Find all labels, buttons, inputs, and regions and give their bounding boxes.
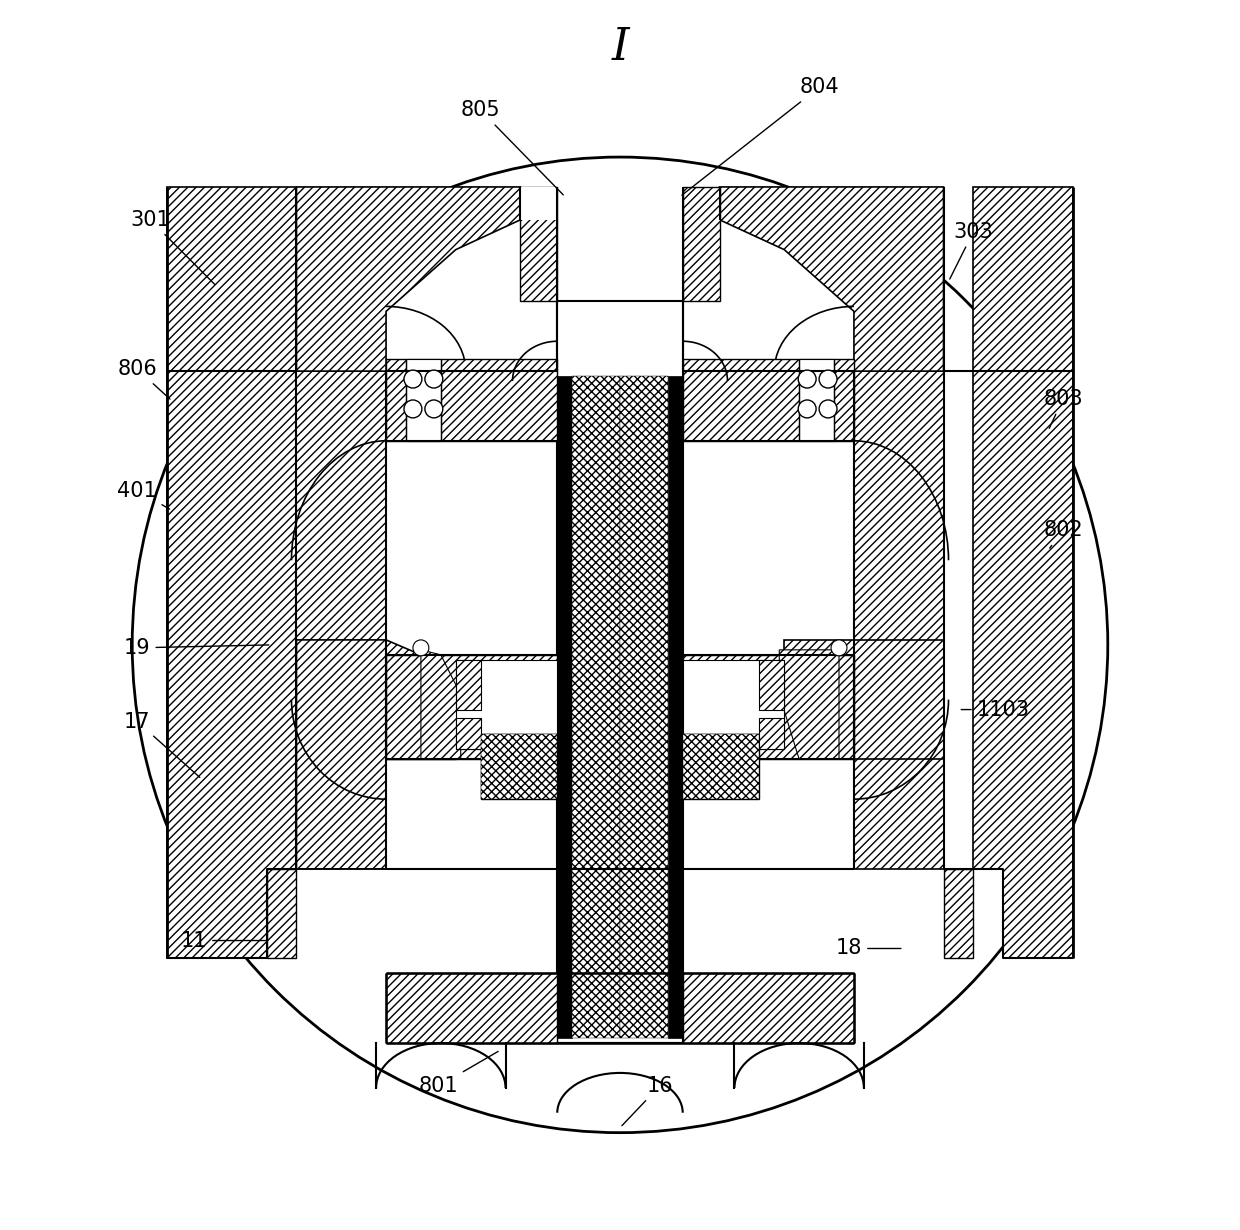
Text: 17: 17 [124,711,200,777]
Polygon shape [800,359,835,440]
Polygon shape [683,734,759,800]
Polygon shape [296,640,456,868]
Polygon shape [386,359,557,440]
Text: 1103: 1103 [961,700,1029,720]
Polygon shape [267,868,296,958]
Polygon shape [521,187,557,301]
Circle shape [820,370,837,387]
Polygon shape [620,376,668,1038]
Text: 804: 804 [682,77,839,196]
Text: 806: 806 [118,359,170,399]
Circle shape [831,640,847,656]
Polygon shape [386,654,557,759]
Circle shape [133,157,1107,1133]
Polygon shape [683,187,719,301]
Text: 401: 401 [118,481,170,509]
Polygon shape [683,973,854,1043]
Polygon shape [779,649,839,759]
Polygon shape [683,359,854,440]
Bar [481,734,557,800]
Text: 303: 303 [950,221,993,279]
Polygon shape [784,640,944,868]
Polygon shape [683,659,784,749]
Text: 802: 802 [1043,520,1083,549]
Polygon shape [456,659,557,749]
Text: 11: 11 [181,931,267,951]
Polygon shape [296,187,521,371]
Polygon shape [572,376,620,1038]
Text: 301: 301 [130,210,215,284]
Polygon shape [668,376,683,1038]
Circle shape [799,400,816,418]
Text: 16: 16 [622,1076,673,1125]
Polygon shape [683,654,854,759]
Text: 19: 19 [124,638,269,658]
Polygon shape [481,734,557,800]
Polygon shape [557,376,572,1038]
Polygon shape [759,659,784,710]
Polygon shape [944,868,973,958]
Polygon shape [719,187,944,371]
Polygon shape [854,371,944,868]
Text: 801: 801 [419,1052,498,1096]
Circle shape [404,400,422,418]
Polygon shape [759,717,784,749]
Text: I: I [611,26,629,69]
Text: 805: 805 [461,101,563,194]
Polygon shape [973,187,1073,958]
Polygon shape [521,187,557,220]
Polygon shape [296,371,386,868]
Polygon shape [420,649,461,759]
Circle shape [820,400,837,418]
Polygon shape [167,187,296,958]
Polygon shape [386,973,557,1043]
Bar [683,734,759,800]
Circle shape [799,370,816,387]
Text: 803: 803 [1043,389,1083,428]
Polygon shape [456,659,481,710]
Polygon shape [405,359,440,440]
Text: 18: 18 [836,938,901,958]
Polygon shape [557,301,683,1043]
Circle shape [413,640,429,656]
Circle shape [404,370,422,387]
Circle shape [425,400,443,418]
Polygon shape [456,717,481,749]
Circle shape [425,370,443,387]
